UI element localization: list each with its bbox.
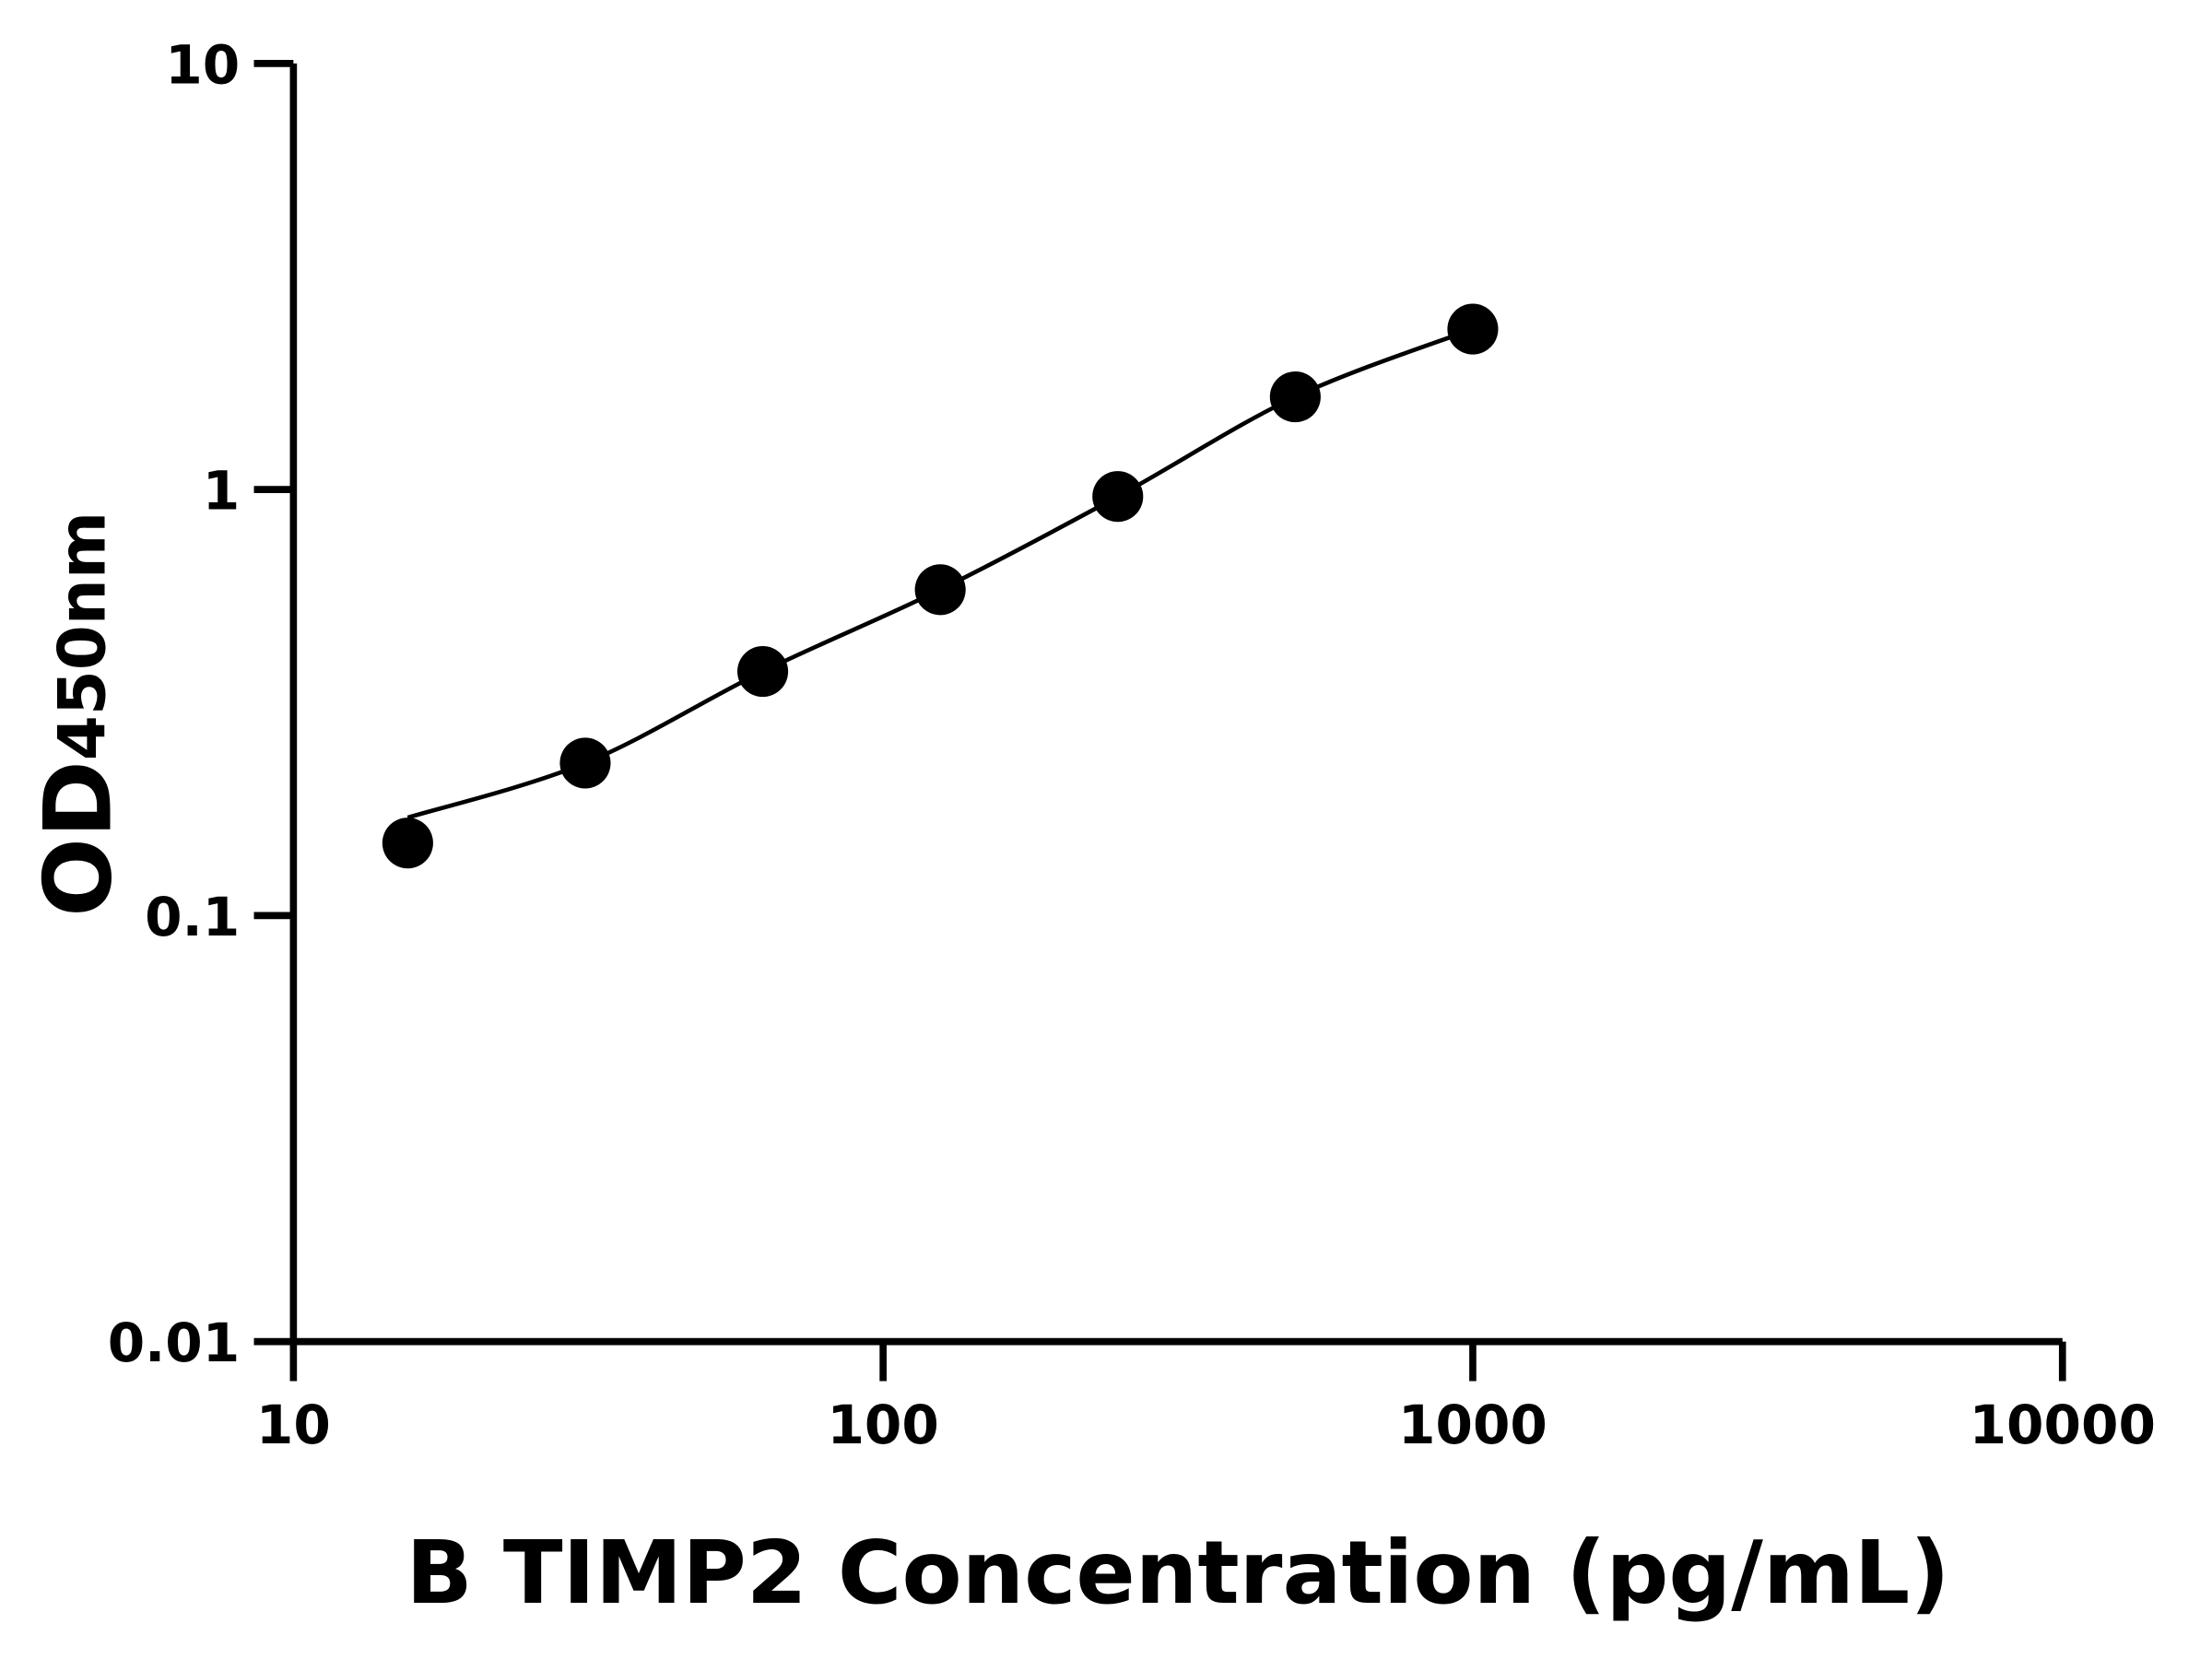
x-tick-label: 10 — [256, 1394, 331, 1456]
y-tick-label: 1 — [203, 460, 240, 523]
y-axis-title: OD450nm — [23, 512, 132, 917]
data-point — [1269, 371, 1321, 423]
data-point — [559, 737, 611, 789]
data-points — [382, 303, 1499, 869]
y-axis-title-main: OD — [23, 760, 132, 917]
data-point — [914, 564, 966, 616]
tick-labels: 10 100 1000 10000 0.01 0.1 1 10 — [108, 33, 2156, 1456]
x-axis-title: B TIMP2 Concentration (pg/mL) — [406, 1523, 1949, 1624]
x-tick-label: 100 — [827, 1394, 938, 1456]
y-tick-label: 0.01 — [108, 1312, 241, 1374]
x-tick-label: 10000 — [1970, 1394, 2156, 1456]
y-tick-label: 0.1 — [145, 886, 240, 948]
axes — [253, 60, 2066, 1382]
data-point — [1092, 471, 1144, 523]
data-point — [1447, 303, 1499, 355]
data-point — [737, 646, 789, 698]
x-tick-label: 1000 — [1398, 1394, 1547, 1456]
y-axis-title-subscript: 450nm — [44, 512, 120, 760]
data-point — [382, 818, 433, 869]
y-tick-label: 10 — [165, 33, 240, 96]
